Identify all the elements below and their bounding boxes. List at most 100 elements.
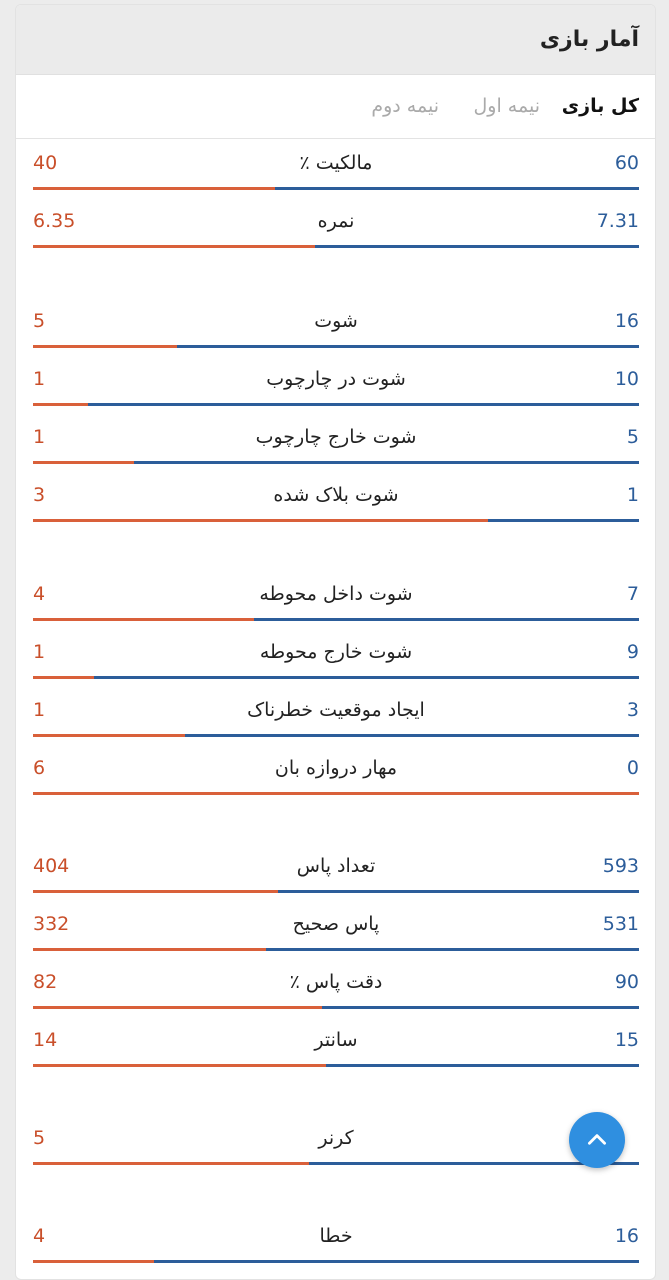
comparison-bar (33, 890, 639, 893)
comparison-bar (33, 187, 639, 190)
away-value: 14 (33, 1029, 58, 1051)
home-value: 10 (614, 368, 639, 390)
stat-label: خطا (319, 1225, 353, 1247)
stat-label: شوت خارج محوطه (259, 641, 413, 663)
away-value: 1 (33, 699, 46, 721)
home-value: 7 (626, 583, 639, 605)
away-bar-fill (33, 1064, 326, 1067)
stat-row: 3 ایجاد موقعیت خطرناک 1 (33, 699, 639, 739)
away-value: 1 (33, 426, 46, 448)
stat-label: شوت خارج چارچوب (255, 426, 417, 448)
comparison-bar (33, 618, 639, 621)
away-value: 3 (33, 484, 46, 506)
stat-row: 7.31 نمره 6.35 (33, 210, 639, 250)
away-bar-fill (33, 461, 135, 464)
away-bar-fill (33, 890, 279, 893)
away-value: 5 (33, 1127, 46, 1149)
away-bar-fill (33, 187, 276, 190)
comparison-bar (33, 1064, 639, 1067)
tab-full-match[interactable]: کل بازی (561, 95, 639, 117)
home-value: 9 (626, 641, 639, 663)
away-value: 6 (33, 757, 46, 779)
home-value: 16 (614, 310, 639, 332)
stat-label: نمره (317, 210, 355, 232)
away-value: 82 (33, 971, 58, 993)
away-bar-fill (33, 676, 94, 679)
stat-row: 90 دقت پاس ٪ 82 (33, 971, 639, 1011)
comparison-bar (33, 245, 639, 248)
home-value: 15 (614, 1029, 639, 1051)
home-value: 7.31 (596, 210, 639, 232)
home-value: 593 (602, 855, 639, 877)
stat-row: 16 شوت 5 (33, 310, 639, 350)
away-bar-fill (33, 1260, 155, 1263)
stat-row: 0 مهار دروازه بان 6 (33, 757, 639, 797)
stat-label: دقت پاس ٪ (289, 971, 383, 993)
away-value: 332 (33, 913, 70, 935)
home-value: 0 (626, 757, 639, 779)
stat-label: تعداد پاس (296, 855, 376, 877)
chevron-up-icon (588, 1134, 606, 1145)
away-value: 6.35 (33, 210, 76, 232)
stat-row: 1 شوت بلاک شده 3 (33, 484, 639, 524)
comparison-bar (33, 948, 639, 951)
away-bar-fill (33, 1162, 309, 1165)
comparison-bar (33, 1162, 639, 1165)
match-stats-card: آمار بازی کل بازی نیمه اول نیمه دوم 60 ما… (15, 4, 656, 1280)
stat-label: سانتر (314, 1029, 358, 1051)
away-bar-fill (33, 948, 267, 951)
comparison-bar (33, 345, 639, 348)
stat-label: شوت (314, 310, 358, 332)
away-bar-fill (33, 403, 89, 406)
stat-label: کرنر (318, 1127, 354, 1149)
period-tabs: کل بازی نیمه اول نیمه دوم (16, 75, 655, 139)
home-value: 60 (614, 152, 639, 174)
away-value: 404 (33, 855, 70, 877)
card-header: آمار بازی (16, 5, 655, 75)
tab-first-half[interactable]: نیمه اول (473, 95, 541, 117)
away-value: 4 (33, 1225, 46, 1247)
away-value: 1 (33, 641, 46, 663)
stat-row: 16 خطا 4 (33, 1225, 639, 1265)
home-value: 5 (626, 426, 639, 448)
comparison-bar (33, 1006, 639, 1009)
stat-row: 593 تعداد پاس 404 (33, 855, 639, 895)
away-bar-fill (33, 519, 488, 522)
stat-label: ایجاد موقعیت خطرناک (247, 699, 425, 721)
stat-row: 531 پاس صحیح 332 (33, 913, 639, 953)
stat-row: 7 شوت داخل محوطه 4 (33, 583, 639, 623)
away-value: 40 (33, 152, 58, 174)
stat-row: 60 مالکیت ٪ 40 (33, 152, 639, 192)
tab-second-half[interactable]: نیمه دوم (371, 95, 439, 117)
stat-label: مهار دروازه بان (274, 757, 398, 779)
away-bar-fill (33, 245, 315, 248)
stat-label: شوت داخل محوطه (259, 583, 413, 605)
away-bar-fill (33, 792, 639, 795)
home-value: 1 (626, 484, 639, 506)
home-value: 3 (626, 699, 639, 721)
comparison-bar (33, 519, 639, 522)
stat-label: پاس صحیح (292, 913, 380, 935)
stat-row: 5 شوت خارج چارچوب 1 (33, 426, 639, 466)
home-value: 531 (602, 913, 639, 935)
card-title: آمار بازی (539, 27, 639, 52)
stat-label: شوت بلاک شده (273, 484, 399, 506)
away-bar-fill (33, 345, 178, 348)
stat-row: کرنر 5 (33, 1127, 639, 1167)
away-value: 5 (33, 310, 46, 332)
comparison-bar (33, 403, 639, 406)
comparison-bar (33, 734, 639, 737)
stat-row: 10 شوت در چارچوب 1 (33, 368, 639, 408)
stat-label: مالکیت ٪ (299, 152, 373, 174)
away-bar-fill (33, 1006, 323, 1009)
home-value: 90 (614, 971, 639, 993)
comparison-bar (33, 792, 639, 795)
stat-row: 15 سانتر 14 (33, 1029, 639, 1069)
scroll-top-button[interactable] (569, 1112, 625, 1168)
away-bar-fill (33, 734, 185, 737)
away-value: 1 (33, 368, 46, 390)
away-bar-fill (33, 618, 254, 621)
away-value: 4 (33, 583, 46, 605)
stat-label: شوت در چارچوب (266, 368, 406, 390)
comparison-bar (33, 676, 639, 679)
